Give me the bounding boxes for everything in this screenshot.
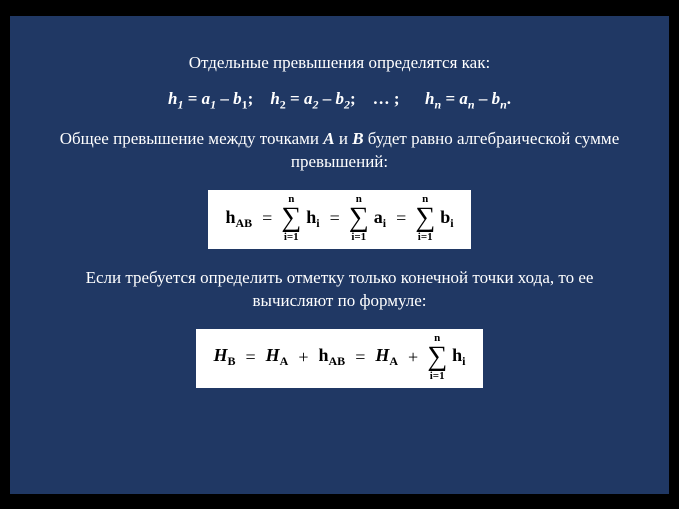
point-b: В bbox=[352, 129, 363, 148]
point-a: А bbox=[323, 129, 334, 148]
formula-1-container: hAB=n∑i=1hi=n∑i=1ai=n∑i=1bi bbox=[10, 184, 669, 249]
paragraph-1: Отдельные превышения определятся как: bbox=[44, 52, 635, 75]
formula-1: hAB=n∑i=1hi=n∑i=1ai=n∑i=1bi bbox=[208, 190, 470, 249]
paragraph-3: Если требуется определить отметку только… bbox=[44, 267, 635, 313]
formula-2: HB=HA+hAB=HA+n∑i=1hi bbox=[196, 329, 482, 388]
p2-mid: и bbox=[335, 129, 353, 148]
slide: Отдельные превышения определятся как: h1… bbox=[10, 16, 669, 494]
formula-2-container: HB=HA+hAB=HA+n∑i=1hi bbox=[10, 323, 669, 388]
paragraph-2: Общее превышение между точками А и В буд… bbox=[44, 128, 635, 174]
inline-equations: h1 = a1 – b1; h2 = a2 – b2; … ; hn = an … bbox=[10, 89, 669, 112]
p2-pre: Общее превышение между точками bbox=[60, 129, 324, 148]
